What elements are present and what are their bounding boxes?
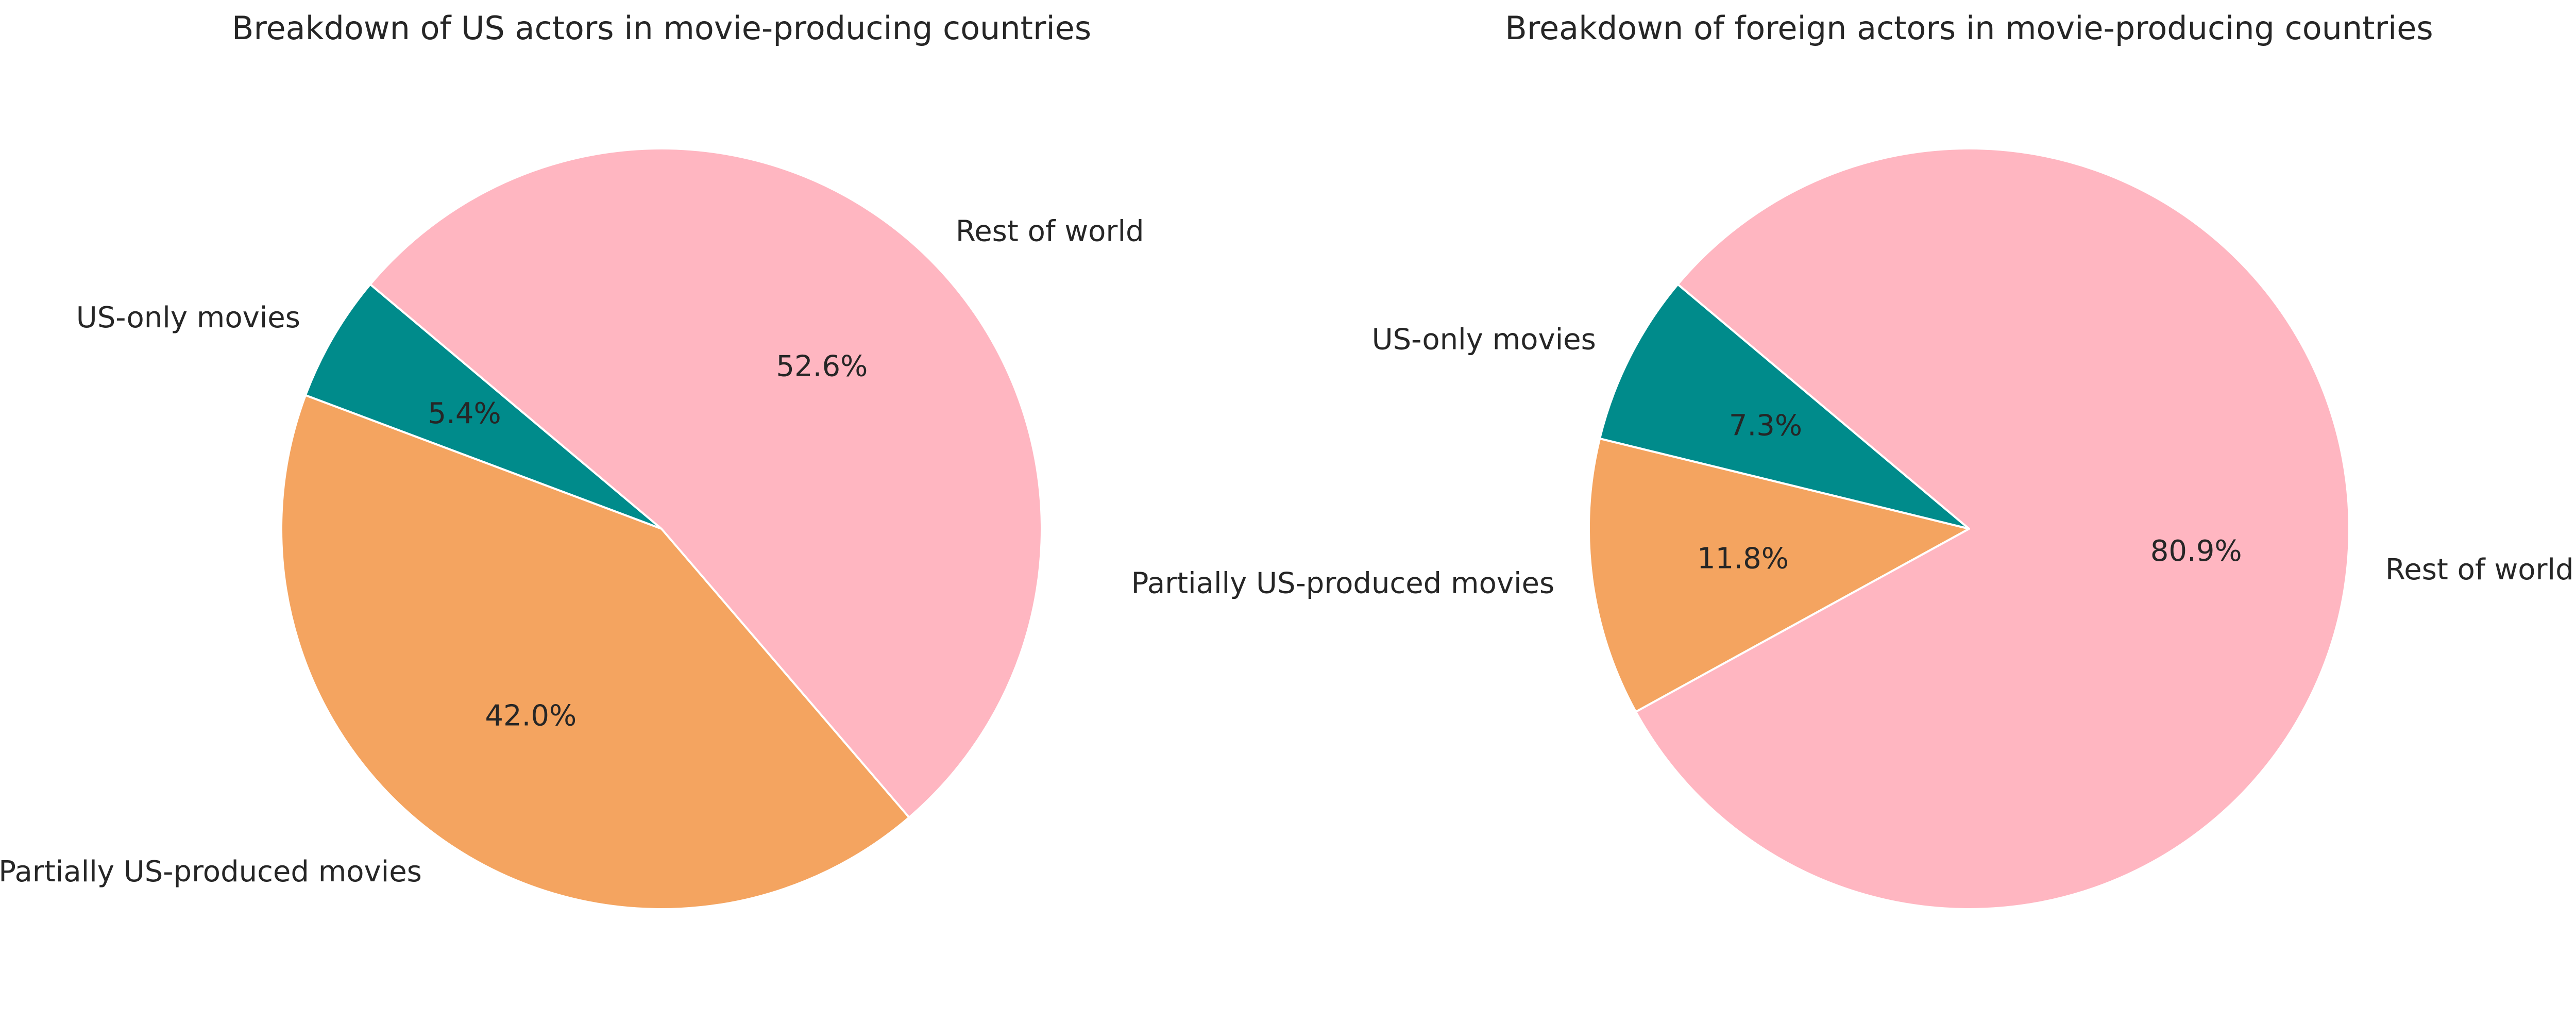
slices [280,147,1043,910]
chart-title: Breakdown of US actors in movie-producin… [232,9,1091,47]
labels: 7.3% US-only movies 11.8% Partially US-prod… [1131,323,2574,600]
pie-slice-partially-us-produced-movies [1588,437,1970,713]
percent-label-us-only-movies: 5.4% [428,397,501,430]
category-label-partially-us-produced-movies: Partially US-produced movies [1131,567,1555,600]
category-label-partially-us-produced-movies: Partially US-produced movies [0,855,422,889]
pie-slice-rest-of-world [369,147,1043,819]
percent-label-partially-us-produced-movies: 11.8% [1697,542,1789,575]
pie-slice-partially-us-produced-movies [280,394,910,910]
pie-slice-us-only-movies [1599,283,1970,530]
category-label-us-only-movies: US-only movies [1372,323,1596,357]
percent-label-partially-us-produced-movies: 42.0% [485,699,577,732]
category-label-rest-of-world: Rest of world [2385,553,2574,587]
percent-label-us-only-movies: 7.3% [1729,409,1802,442]
pie-chart-us-actors: Breakdown of US actors in movie-producin… [0,9,1144,910]
chart-title: Breakdown of foreign actors in movie-pro… [1505,9,2433,47]
pie-slice-rest-of-world [1635,147,2350,910]
pie-slice-us-only-movies [304,283,663,530]
percent-label-rest-of-world: 52.6% [776,350,868,383]
category-label-rest-of-world: Rest of world [956,214,1144,248]
slices [1588,147,2350,910]
category-label-us-only-movies: US-only movies [76,301,300,334]
percent-label-rest-of-world: 80.9% [2150,534,2242,568]
labels: 5.4% US-only movies 42.0% Partially US-prod… [0,214,1144,889]
pie-chart-foreign-actors: Breakdown of foreign actors in movie-pro… [1131,9,2574,910]
